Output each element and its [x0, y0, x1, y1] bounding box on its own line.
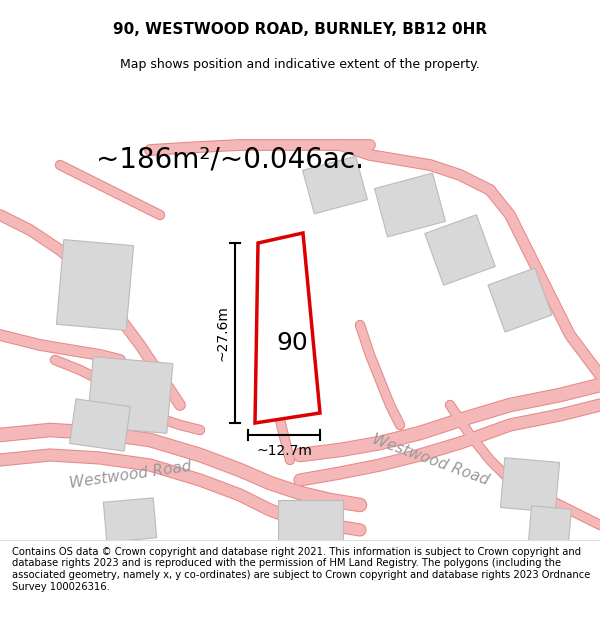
Bar	[277, 500, 343, 550]
Polygon shape	[255, 233, 320, 423]
Bar	[302, 156, 367, 214]
Bar	[374, 173, 445, 237]
Bar	[70, 399, 130, 451]
Text: ~12.7m: ~12.7m	[256, 444, 312, 458]
Bar	[500, 458, 560, 512]
Bar	[87, 357, 173, 433]
Text: ~27.6m: ~27.6m	[216, 305, 230, 361]
Text: 90: 90	[276, 331, 308, 355]
Text: Map shows position and indicative extent of the property.: Map shows position and indicative extent…	[120, 58, 480, 71]
Bar	[529, 506, 571, 544]
Bar	[425, 215, 495, 285]
Text: ~186m²/~0.046ac.: ~186m²/~0.046ac.	[96, 146, 364, 174]
Bar	[488, 268, 552, 332]
Bar	[56, 239, 134, 331]
Text: Westwood Road: Westwood Road	[370, 432, 490, 488]
Text: 90, WESTWOOD ROAD, BURNLEY, BB12 0HR: 90, WESTWOOD ROAD, BURNLEY, BB12 0HR	[113, 22, 487, 38]
Text: Contains OS data © Crown copyright and database right 2021. This information is : Contains OS data © Crown copyright and d…	[12, 547, 590, 592]
Text: Westwood Road: Westwood Road	[68, 459, 192, 491]
Bar	[103, 498, 157, 542]
